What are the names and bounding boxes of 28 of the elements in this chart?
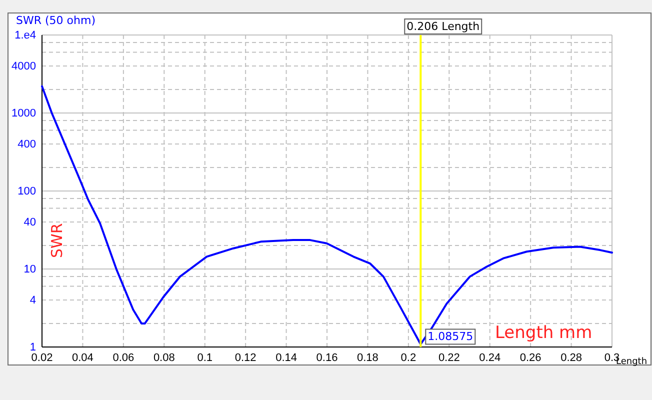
x-tick-label: 0.04 bbox=[72, 352, 94, 364]
annotation: Length mm bbox=[495, 323, 592, 343]
ref-line-label: 0.206 Length bbox=[406, 20, 480, 33]
x-tick-label: 0.28 bbox=[560, 352, 582, 364]
x-tick-label: 0.16 bbox=[316, 352, 338, 364]
y-tick-label: 1.e4 bbox=[14, 30, 36, 42]
annotation: 1.08575 bbox=[428, 330, 474, 344]
x-tick-label: 0.24 bbox=[479, 352, 501, 364]
annotation: SWR bbox=[48, 223, 66, 258]
x-tick-label: 0.22 bbox=[438, 352, 460, 364]
y-tick-label: 10 bbox=[24, 264, 36, 276]
y-tick-label: 1 bbox=[30, 342, 36, 354]
x-tick-label: 0.06 bbox=[112, 352, 134, 364]
y-tick-label: 40 bbox=[24, 216, 36, 229]
x-tick-label: 0.1 bbox=[197, 352, 213, 364]
x-tick-label: 0.2 bbox=[400, 352, 416, 364]
x-tick-label: 0.12 bbox=[234, 352, 256, 364]
x-tick-label: 0.26 bbox=[520, 352, 542, 364]
y-tick-label: 4000 bbox=[12, 60, 36, 73]
x-tick-label: 0.08 bbox=[153, 352, 175, 364]
y-tick-label: 400 bbox=[18, 138, 36, 151]
y-tick-label: 1000 bbox=[12, 108, 36, 120]
x-tick-label: 0.02 bbox=[31, 352, 53, 364]
y-tick-label: 4 bbox=[30, 294, 36, 307]
x-tick-label: 0.14 bbox=[276, 352, 297, 364]
y-axis-title: SWR (50 ohm) bbox=[16, 14, 96, 27]
y-tick-label: 100 bbox=[18, 186, 36, 198]
x-tick-label: 0.18 bbox=[357, 352, 378, 364]
